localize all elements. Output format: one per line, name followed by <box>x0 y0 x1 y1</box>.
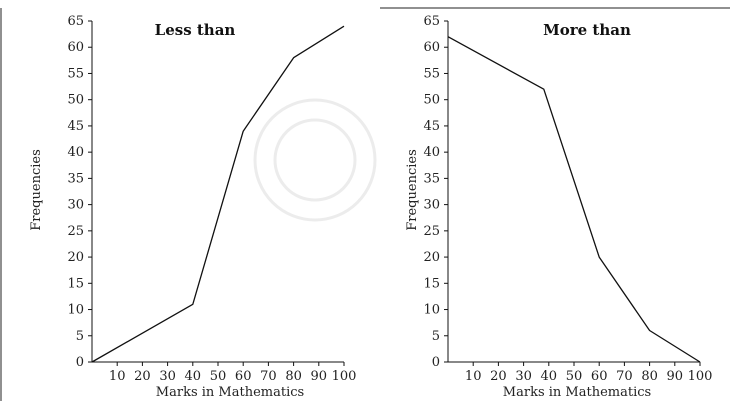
y-tick-label: 5 <box>432 329 440 344</box>
y-tick-label: 15 <box>67 276 84 291</box>
y-tick-label: 20 <box>67 250 84 265</box>
y-tick-label: 60 <box>67 40 84 55</box>
y-tick-label: 50 <box>423 93 440 108</box>
x-tick-label: 20 <box>134 369 151 384</box>
less-than-chart: Less than Marks in Mathematics Frequenci… <box>29 14 356 400</box>
x-tick-label: 50 <box>566 369 583 384</box>
x-tick-label: 40 <box>185 369 202 384</box>
x-tick-label: 100 <box>332 369 357 384</box>
y-tick-label: 35 <box>423 171 440 186</box>
y-tick-label: 25 <box>423 224 440 239</box>
x-tick-label: 70 <box>260 369 277 384</box>
x-tick-label: 10 <box>109 369 126 384</box>
y-tick-label: 65 <box>67 14 84 29</box>
x-axis-label: Marks in Mathematics <box>503 385 651 400</box>
y-tick-label: 0 <box>76 355 84 370</box>
y-tick-label: 55 <box>67 66 84 81</box>
y-tick-label: 45 <box>423 119 440 134</box>
y-tick-label: 30 <box>423 198 440 213</box>
y-tick-label: 10 <box>67 303 84 318</box>
y-tick-label: 40 <box>67 145 84 160</box>
x-axis-label: Marks in Mathematics <box>156 385 304 400</box>
series-line <box>447 36 701 363</box>
y-tick-label: 20 <box>423 250 440 265</box>
y-axis-label: Frequencies <box>29 149 44 231</box>
y-tick-label: 35 <box>67 171 84 186</box>
y-tick-label: 55 <box>423 66 440 81</box>
x-tick-label: 10 <box>465 369 482 384</box>
y-tick-label: 5 <box>76 329 84 344</box>
y-tick-label: 25 <box>67 224 84 239</box>
x-tick-label: 90 <box>311 369 328 384</box>
x-tick-label: 70 <box>616 369 633 384</box>
y-axis-label: Frequencies <box>405 149 420 231</box>
x-tick-label: 30 <box>159 369 176 384</box>
x-tick-label: 80 <box>641 369 658 384</box>
y-tick-label: 50 <box>67 93 84 108</box>
x-tick-label: 80 <box>285 369 302 384</box>
x-tick-label: 50 <box>210 369 227 384</box>
y-tick-label: 45 <box>67 119 84 134</box>
watermark <box>253 98 377 222</box>
more-than-chart: More than Marks in Mathematics Frequenci… <box>405 14 712 400</box>
chart-title: Less than <box>155 21 236 39</box>
x-tick-label: 60 <box>235 369 252 384</box>
y-tick-label: 15 <box>423 276 440 291</box>
y-tick-label: 10 <box>423 303 440 318</box>
x-tick-label: 40 <box>541 369 558 384</box>
x-tick-label: 90 <box>667 369 684 384</box>
y-tick-label: 0 <box>432 355 440 370</box>
y-tick-label: 30 <box>67 198 84 213</box>
x-tick-label: 60 <box>591 369 608 384</box>
x-tick-label: 100 <box>688 369 713 384</box>
y-tick-label: 60 <box>423 40 440 55</box>
y-tick-label: 65 <box>423 14 440 29</box>
series-line <box>91 25 345 363</box>
x-tick-label: 20 <box>490 369 507 384</box>
x-tick-label: 30 <box>515 369 532 384</box>
y-tick-label: 40 <box>423 145 440 160</box>
chart-title: More than <box>543 21 631 39</box>
